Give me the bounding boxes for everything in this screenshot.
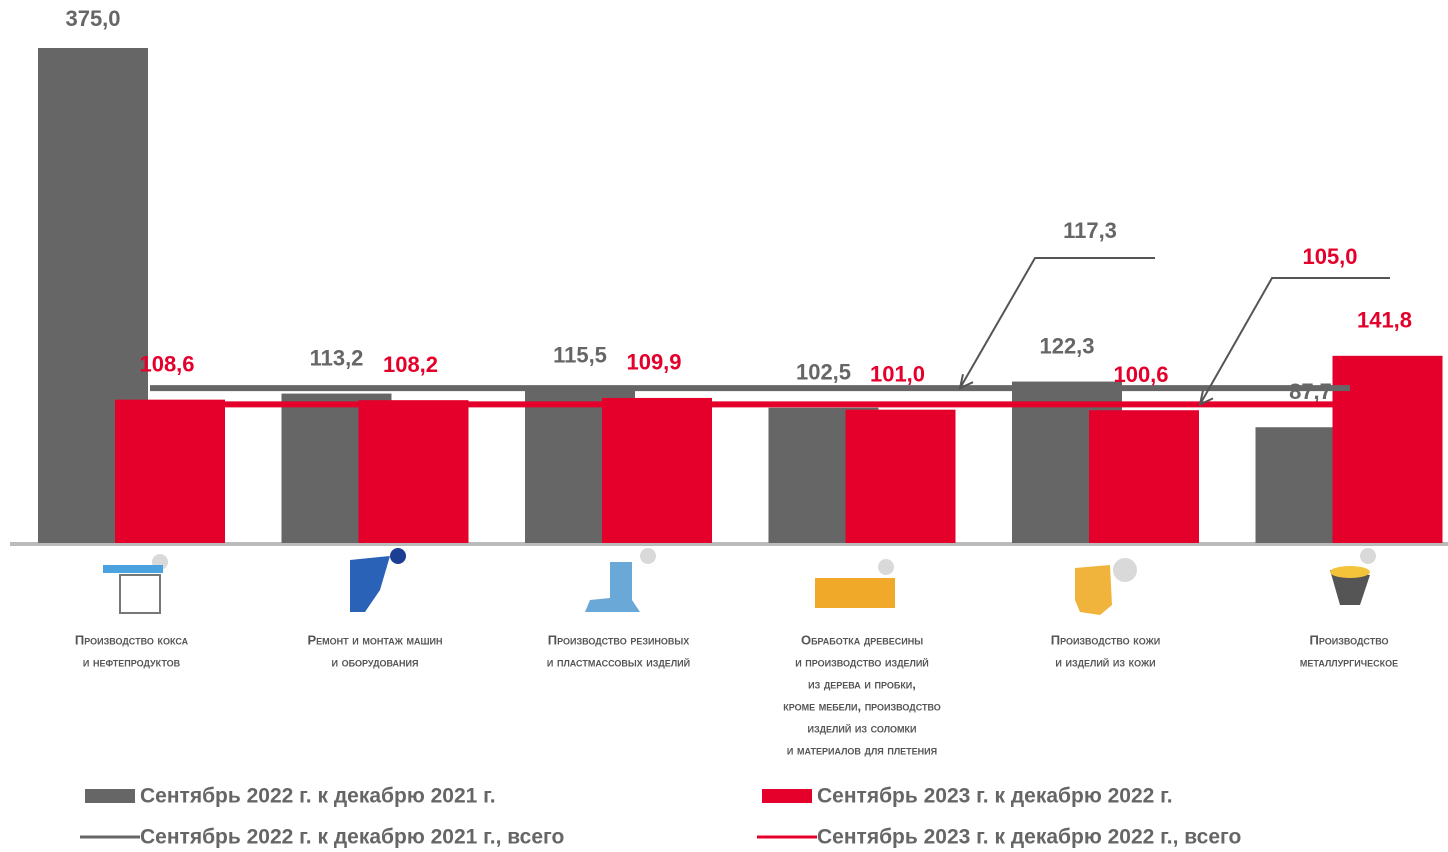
value-label: 115,5 [553, 342, 607, 367]
category-label: металлургическое [1300, 654, 1398, 669]
value-label: 102,5 [796, 360, 851, 385]
gear-icon [640, 548, 656, 564]
icon [815, 578, 895, 608]
gear-icon [878, 559, 894, 575]
total-label: 105,0 [1302, 244, 1357, 269]
legend-swatch [85, 789, 135, 803]
value-label: 122,3 [1039, 333, 1094, 358]
category-label: Производство кожи [1051, 632, 1161, 647]
bar [1089, 410, 1199, 543]
category-label: и оборудования [332, 654, 419, 669]
icon [1330, 566, 1370, 578]
bar [359, 400, 469, 543]
legend-swatch [762, 789, 812, 803]
chart: 375,0 113,2 115,5 102,5 122,3 87,7 108,6 108,2 1… [0, 0, 1448, 852]
bar [602, 398, 712, 543]
value-label: 375,0 [65, 6, 120, 31]
value-label: 108,6 [139, 351, 194, 376]
icons [103, 548, 1376, 615]
bar [115, 400, 225, 543]
value-label: 100,6 [1113, 362, 1168, 387]
category-label: и нефтепродуктов [83, 654, 181, 669]
category-label: Производство [1310, 632, 1389, 647]
value-label: 87,7 [1289, 379, 1332, 404]
bar [1333, 356, 1443, 543]
icon [390, 548, 406, 564]
category-label: и материалов для плетения [787, 742, 937, 757]
category-label: из дерева и пробки, [808, 676, 916, 691]
icon [1075, 565, 1112, 615]
value-label: 108,2 [383, 352, 438, 377]
bar [846, 410, 956, 543]
icon [120, 575, 160, 613]
legend-label: Сентябрь 2023 г. к декабрю 2022 г., всег… [817, 826, 1241, 849]
category-label: Производство кокса [75, 632, 189, 647]
value-label: 141,8 [1357, 308, 1412, 333]
icon [585, 562, 640, 612]
category-label: Обработка древесины [801, 632, 923, 647]
category-label: и производство изделий [795, 654, 929, 669]
legend-label: Сентябрь 2023 г. к декабрю 2022 г. [817, 785, 1173, 808]
icon [350, 556, 390, 612]
icon [103, 565, 163, 573]
legend-label: Сентябрь 2022 г. к декабрю 2021 г., всег… [140, 826, 564, 849]
value-label: 101,0 [870, 361, 925, 386]
category-label: Ремонт и монтаж машин [307, 632, 442, 647]
category-label: и пластмассовых изделий [547, 654, 690, 669]
category-label: кроме мебели, производство [783, 698, 941, 713]
value-label: 109,9 [626, 350, 681, 375]
legend-label: Сентябрь 2022 г. к декабрю 2021 г. [140, 785, 496, 808]
gear-icon [1360, 548, 1376, 564]
gear-icon [1113, 558, 1137, 582]
value-label: 113,2 [310, 345, 364, 370]
category-label: изделий из соломки [808, 720, 917, 735]
total-label: 117,3 [1063, 218, 1117, 243]
category-label: Производство резиновых [548, 632, 690, 647]
category-label: и изделий из кожи [1055, 654, 1155, 669]
